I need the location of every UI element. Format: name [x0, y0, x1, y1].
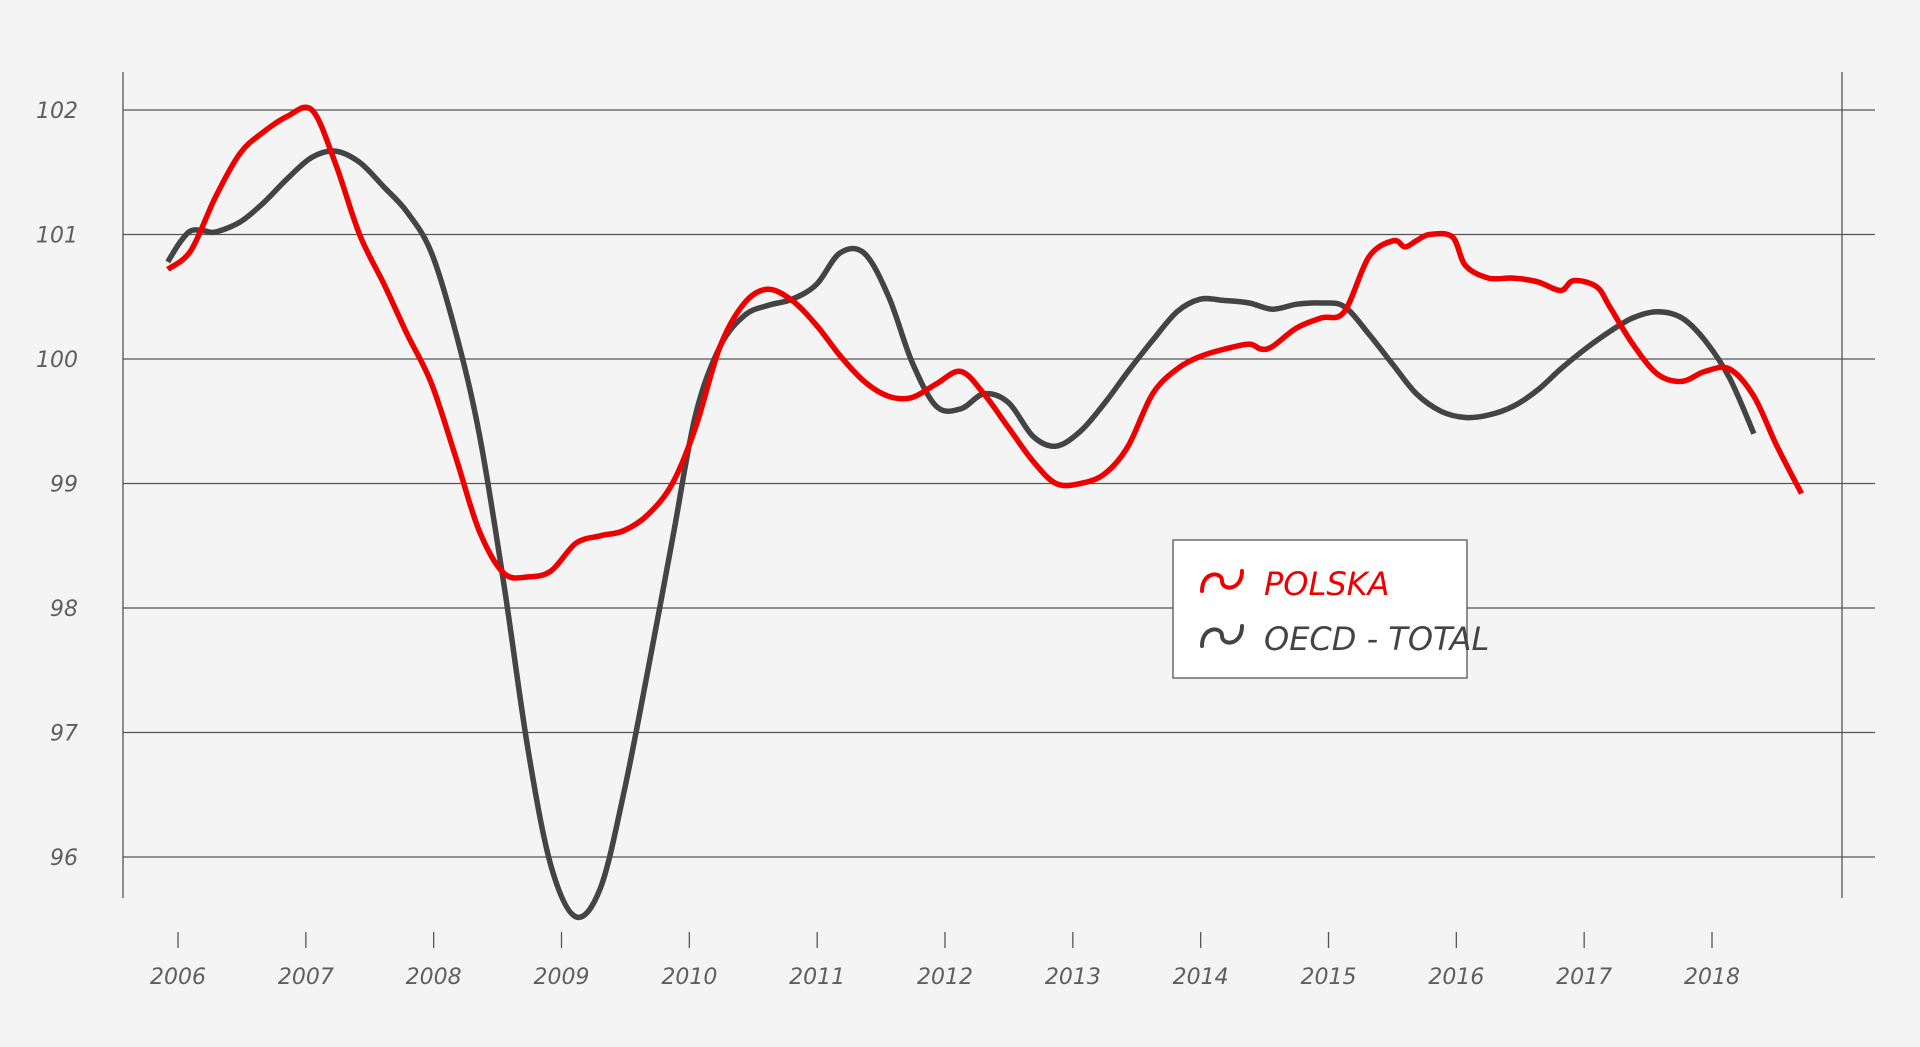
x-axis-ticks: 2006 2007 2008 2009 2010 2011 2012 2013 2014 2015… — [150, 932, 1740, 990]
legend-box — [1172, 539, 1468, 679]
legend-polska-wave-icon — [1200, 569, 1244, 593]
y-tick-label: 102 — [36, 99, 78, 124]
x-tick-label: 2012 — [917, 965, 973, 990]
legend: POLSKA OECD - TOTAL — [1172, 539, 1489, 679]
series-line-polska — [166, 104, 1804, 581]
x-tick-label: 2006 — [150, 965, 206, 990]
x-tick-label: 2018 — [1684, 965, 1740, 990]
x-tick-label: 2014 — [1173, 965, 1229, 990]
x-tick-label: 2010 — [661, 965, 717, 990]
x-tick-label: 2008 — [406, 965, 462, 990]
x-tick-label: 2015 — [1301, 965, 1357, 990]
y-tick-label: 100 — [36, 348, 78, 373]
x-tick-label: 2011 — [789, 965, 845, 990]
legend-label-polska: POLSKA — [1264, 565, 1390, 603]
y-tick-label: 97 — [50, 722, 78, 747]
y-tick-label: 101 — [36, 224, 78, 249]
x-tick-label: 2007 — [278, 965, 334, 990]
x-tick-label: 2009 — [534, 965, 590, 990]
y-tick-label: 96 — [50, 846, 78, 871]
x-tick-label: 2013 — [1045, 965, 1101, 990]
gridlines — [123, 109, 1875, 858]
legend-oecd-wave-icon — [1200, 624, 1244, 648]
series-lines — [165, 104, 1804, 921]
x-tick-label: 2017 — [1556, 965, 1612, 990]
chart-frame — [122, 72, 1843, 898]
y-tick-label: 98 — [50, 597, 78, 622]
x-tick-label: 2016 — [1428, 965, 1484, 990]
y-tick-label: 99 — [50, 473, 78, 498]
legend-label-oecd-total: OECD - TOTAL — [1264, 620, 1489, 658]
y-axis-ticks: 96 97 98 99 100 101 102 — [36, 99, 78, 871]
series-line-oecd-total — [165, 148, 1757, 921]
